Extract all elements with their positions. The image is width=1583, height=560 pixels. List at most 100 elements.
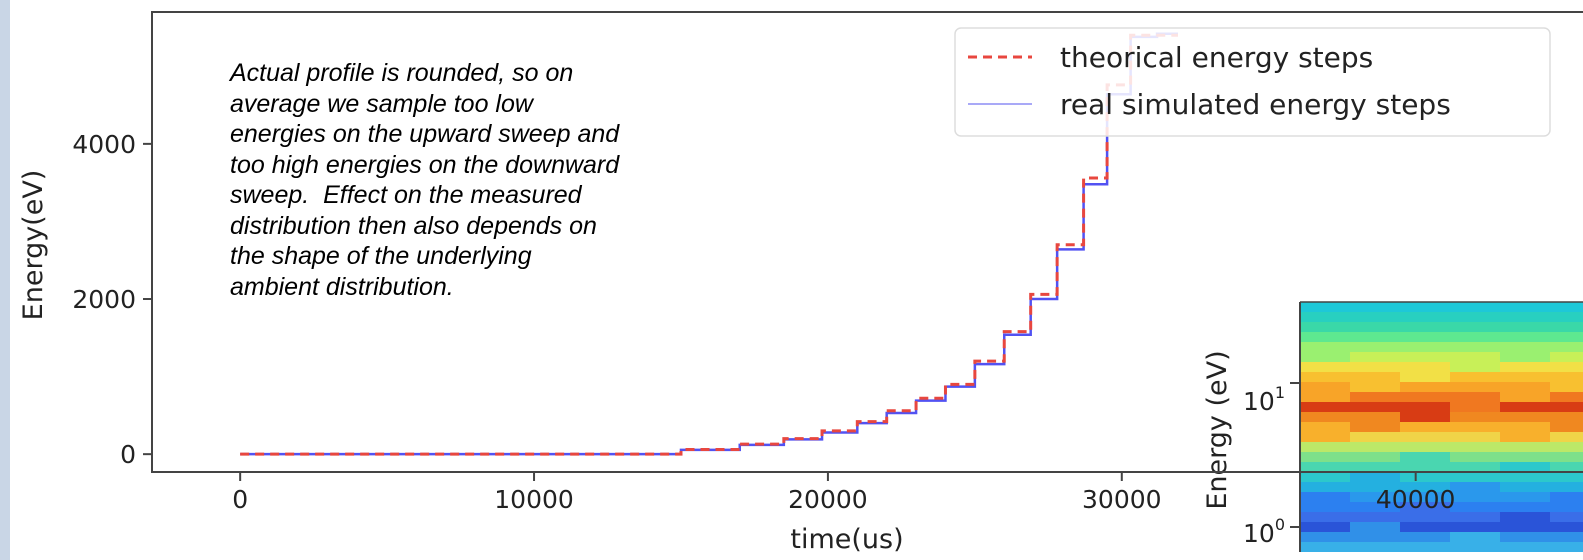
heatmap-cell — [1300, 412, 1350, 422]
heatmap-cell — [1400, 402, 1450, 412]
heatmap-cell — [1300, 472, 1350, 482]
heatmap-cell — [1450, 302, 1500, 312]
x-tick-label: 30000 — [1082, 485, 1162, 514]
heatmap-cell — [1550, 352, 1583, 362]
heatmap-cell — [1300, 462, 1350, 472]
heatmap-cell — [1400, 382, 1450, 392]
legend-label-theoretical: theorical energy steps — [1060, 41, 1373, 74]
x-tick-label: 0 — [232, 485, 248, 514]
heatmap-y-tick-label: 100 — [1243, 515, 1285, 548]
heatmap-cell — [1400, 512, 1450, 522]
y-axis-label: Energy(eV) — [18, 170, 49, 321]
heatmap-cell — [1350, 412, 1400, 422]
heatmap-cell — [1450, 532, 1500, 542]
heatmap-cell — [1350, 402, 1400, 412]
heatmap-cell — [1350, 432, 1400, 442]
axis-ticks: 0 10000 20000 30000 40000 0 2000 4000 — [72, 130, 1455, 514]
heatmap-cell — [1400, 342, 1450, 352]
heatmap-cell — [1500, 382, 1550, 392]
heatmap-cell — [1350, 302, 1400, 312]
heatmap-cell — [1550, 512, 1583, 522]
heatmap-cell — [1300, 382, 1350, 392]
heatmap-cell — [1350, 372, 1400, 382]
heatmap-cell — [1400, 502, 1450, 512]
heatmap-cell — [1350, 502, 1400, 512]
heatmap-cell — [1350, 522, 1400, 532]
heatmap-cell — [1500, 542, 1550, 552]
heatmap-cell — [1400, 442, 1450, 452]
heatmap-cell — [1550, 362, 1583, 372]
heatmap-cell — [1500, 532, 1550, 542]
heatmap-cell — [1550, 532, 1583, 542]
heatmap-cell — [1550, 432, 1583, 442]
heatmap-cell — [1400, 522, 1450, 532]
heatmap-cell — [1450, 442, 1500, 452]
heatmap-cell — [1350, 332, 1400, 342]
heatmap-cell — [1300, 452, 1350, 462]
heatmap-cell — [1500, 442, 1550, 452]
y-tick-label: 4000 — [72, 130, 136, 159]
heatmap-cell — [1400, 372, 1450, 382]
heatmap-cell — [1500, 482, 1550, 492]
heatmap-cell — [1500, 472, 1550, 482]
heatmap-cell — [1350, 322, 1400, 332]
heatmap-cell — [1550, 382, 1583, 392]
x-tick-label: 40000 — [1376, 485, 1456, 514]
heatmap-cell — [1350, 352, 1400, 362]
heatmap-cell — [1300, 522, 1350, 532]
heatmap-cell — [1350, 392, 1400, 402]
heatmap-cell — [1550, 482, 1583, 492]
y-tick-label: 2000 — [72, 285, 136, 314]
heatmap-cell — [1300, 502, 1350, 512]
heatmap-cell — [1550, 342, 1583, 352]
heatmap-cell — [1400, 482, 1450, 492]
heatmap-cell — [1400, 532, 1450, 542]
heatmap-cell — [1300, 352, 1350, 362]
heatmap-cell — [1350, 362, 1400, 372]
heatmap-cell — [1450, 362, 1500, 372]
heatmap-cell — [1450, 392, 1500, 402]
heatmap-cell — [1400, 492, 1450, 502]
heatmap-cell — [1550, 332, 1583, 342]
heatmap-cell — [1550, 412, 1583, 422]
heatmap-cell — [1300, 372, 1350, 382]
heatmap-cell — [1550, 422, 1583, 432]
heatmap-cell — [1500, 492, 1550, 502]
heatmap-cell — [1450, 322, 1500, 332]
heatmap-cell — [1300, 362, 1350, 372]
heatmap-cell — [1450, 502, 1500, 512]
heatmap-cell — [1550, 402, 1583, 412]
heatmap-cell — [1400, 412, 1450, 422]
heatmap-cell — [1550, 542, 1583, 552]
legend-box — [954, 27, 1551, 137]
heatmap-cell — [1350, 542, 1400, 552]
heatmap-cell — [1450, 512, 1500, 522]
heatmap-cell — [1450, 452, 1500, 462]
legend-label-simulated: real simulated energy steps — [1060, 88, 1451, 121]
heatmap-cells — [1300, 302, 1583, 552]
plot-frame — [151, 11, 1583, 473]
heatmap-cell — [1400, 362, 1450, 372]
heatmap-cell — [1450, 492, 1500, 502]
annotation-text: Actual profile is rounded, so on average… — [230, 59, 620, 301]
heatmap-cell — [1550, 442, 1583, 452]
heatmap-cell — [1450, 432, 1500, 442]
heatmap-cell — [1400, 422, 1450, 432]
x-tick-label: 20000 — [788, 485, 868, 514]
heatmap-cell — [1400, 312, 1450, 322]
heatmap-cell — [1300, 312, 1350, 322]
heatmap-cell — [1550, 322, 1583, 332]
heatmap-cell — [1500, 372, 1550, 382]
heatmap-cell — [1500, 332, 1550, 342]
heatmap-cell — [1350, 312, 1400, 322]
heatmap-cell — [1450, 342, 1500, 352]
heatmap-cell — [1450, 332, 1500, 342]
y-tick-label: 0 — [120, 440, 136, 469]
heatmap-cell — [1350, 532, 1400, 542]
heatmap-cell — [1300, 492, 1350, 502]
heatmap-cell — [1500, 452, 1550, 462]
heatmap-cell — [1500, 432, 1550, 442]
heatmap-cell — [1500, 402, 1550, 412]
heatmap-cell — [1350, 422, 1400, 432]
